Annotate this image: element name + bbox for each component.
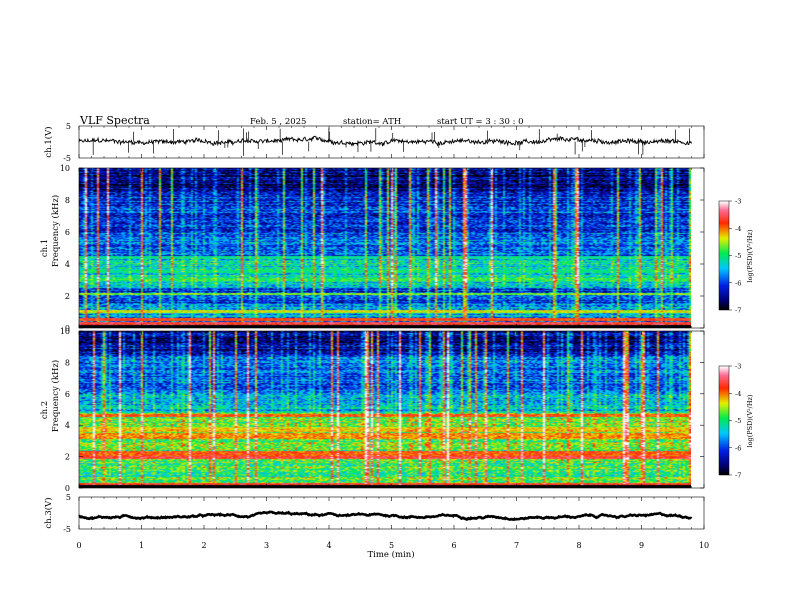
ch2-colorbar-tick-label: -3 — [735, 363, 741, 371]
time-tick-label: 6 — [451, 541, 456, 550]
time-tick-label: 0 — [76, 541, 81, 550]
recording-date: Feb. 5 , 2025 — [250, 117, 306, 127]
ch2-frequency-tick-label: 8 — [65, 358, 70, 367]
ch1-colorbar-tick-labels: -3 -4 -5 -6 -7 — [729, 198, 741, 315]
ch3-trace — [78, 510, 693, 522]
time-tick-label: 4 — [326, 541, 331, 550]
ch1-frequency-tick-label: 4 — [65, 260, 70, 269]
time-tick-label: 7 — [514, 541, 519, 550]
ch2-frequency-tick-label: 0 — [65, 484, 70, 493]
ch2-spec-ylabel-channel: ch.2 — [40, 401, 50, 419]
ch1-frequency-tick-label: 6 — [65, 228, 70, 237]
ch3-waveform-frame — [78, 496, 705, 530]
ch1-trace-line — [78, 135, 692, 147]
ch3-ytick-bottom: -5 — [63, 525, 71, 534]
ch3-ytick-top: 5 — [66, 493, 71, 502]
ch1-ylabel: ch.1(V) — [43, 126, 54, 157]
ch2-spectrogram-image — [79, 331, 691, 488]
time-tick-label: 1 — [139, 541, 144, 550]
ch2-spectrogram-ytick-labels: 0 2 4 6 8 10 — [60, 327, 704, 493]
ch1-spectrogram-ticks — [78, 168, 705, 328]
ch1-colorbar-tick-label: -3 — [735, 198, 741, 206]
ch2-frequency-tick-label: 4 — [65, 421, 70, 430]
ch2-frequency-tick-label: 10 — [60, 327, 70, 336]
time-tick-label: 8 — [576, 541, 581, 550]
ch3-waveform-panel: 5 -5 ch.3(V) — [43, 493, 705, 534]
ch2-colorbar-tick-label: -6 — [735, 444, 741, 452]
ch1-waveform-ticks — [78, 126, 705, 158]
time-tick-label: 5 — [389, 541, 394, 550]
ch1-colorbar-tick-label: -7 — [735, 307, 741, 315]
ch2-spec-ylabel-frequency: Frequency (kHz) — [50, 360, 61, 432]
start-time-label: start UT = 3 : 30 : 0 — [437, 117, 524, 127]
ch1-ytick-bottom: -5 — [63, 154, 71, 163]
ch1-frequency-tick-label: 8 — [65, 196, 70, 205]
ch1-colorbar-label: log(PSD)(V²/Hz) — [746, 229, 754, 282]
figure-title: VLF Spectra — [79, 114, 150, 127]
time-axis-label: Time (min) — [367, 549, 414, 560]
time-tick-label: 10 — [699, 541, 709, 550]
ch1-colorbar-tick-label: -6 — [735, 279, 741, 287]
ch3-waveform-ticks — [78, 497, 705, 529]
time-tick-label: 2 — [201, 541, 206, 550]
ch1-frequency-tick-label: 0 — [65, 324, 70, 333]
ch2-colorbar-tick-label: -5 — [735, 417, 741, 425]
ch1-ytick-top: 5 — [66, 122, 71, 131]
time-axis-tick-labels: 0 1 2 3 4 5 6 7 8 9 10 — [76, 541, 709, 550]
ch1-frequency-tick-label: 10 — [60, 164, 70, 173]
ch2-colorbar-tick-label: -7 — [735, 472, 741, 480]
time-tick-label: 3 — [264, 541, 269, 550]
ch1-spec-ylabel-frequency: Frequency (kHz) — [50, 195, 61, 267]
ch1-spec-ylabel-channel: ch.1 — [40, 239, 50, 257]
ch2-spectrogram-ticks — [78, 331, 705, 488]
ch3-trace-line — [78, 510, 693, 522]
ch2-colorbar-label: log(PSD)(V²/Hz) — [746, 394, 754, 447]
ch3-ylabel: ch.3(V) — [43, 497, 54, 528]
station-label: station= ATH — [343, 117, 401, 127]
ch2-frequency-tick-label: 6 — [65, 390, 70, 399]
ch2-colorbar: -3 -4 -5 -6 -7 log(PSD)(V²/Hz) — [718, 363, 754, 480]
ch1-spectrogram-panel: 0 2 4 6 8 10 ch.1 Frequency (kHz) -3 -4 -5 -6 -7 … — [40, 164, 754, 333]
ch2-colorbar-tick-labels: -3 -4 -5 -6 -7 — [729, 363, 741, 480]
ch2-frequency-tick-label: 2 — [65, 453, 70, 462]
ch1-colorbar: -3 -4 -5 -6 -7 log(PSD)(V²/Hz) — [718, 198, 754, 315]
ch2-spectrogram-panel: 0 2 4 6 8 10 ch.2 Frequency (kHz) -3 -4 -5 -6 -7 … — [40, 327, 754, 493]
time-tick-label: 9 — [639, 541, 644, 550]
ch1-spectrogram-ytick-labels: 0 2 4 6 8 10 — [60, 164, 704, 333]
ch1-colorbar-tick-label: -4 — [735, 225, 741, 233]
ch1-trace — [78, 128, 692, 156]
ch1-spectrogram-image — [79, 168, 691, 328]
ch1-waveform-panel: 5 -5 ch.1(V) — [43, 122, 705, 163]
ch1-colorbar-tick-label: -5 — [735, 252, 741, 260]
ch2-colorbar-tick-label: -4 — [735, 390, 741, 398]
ch1-frequency-tick-label: 2 — [65, 292, 70, 301]
